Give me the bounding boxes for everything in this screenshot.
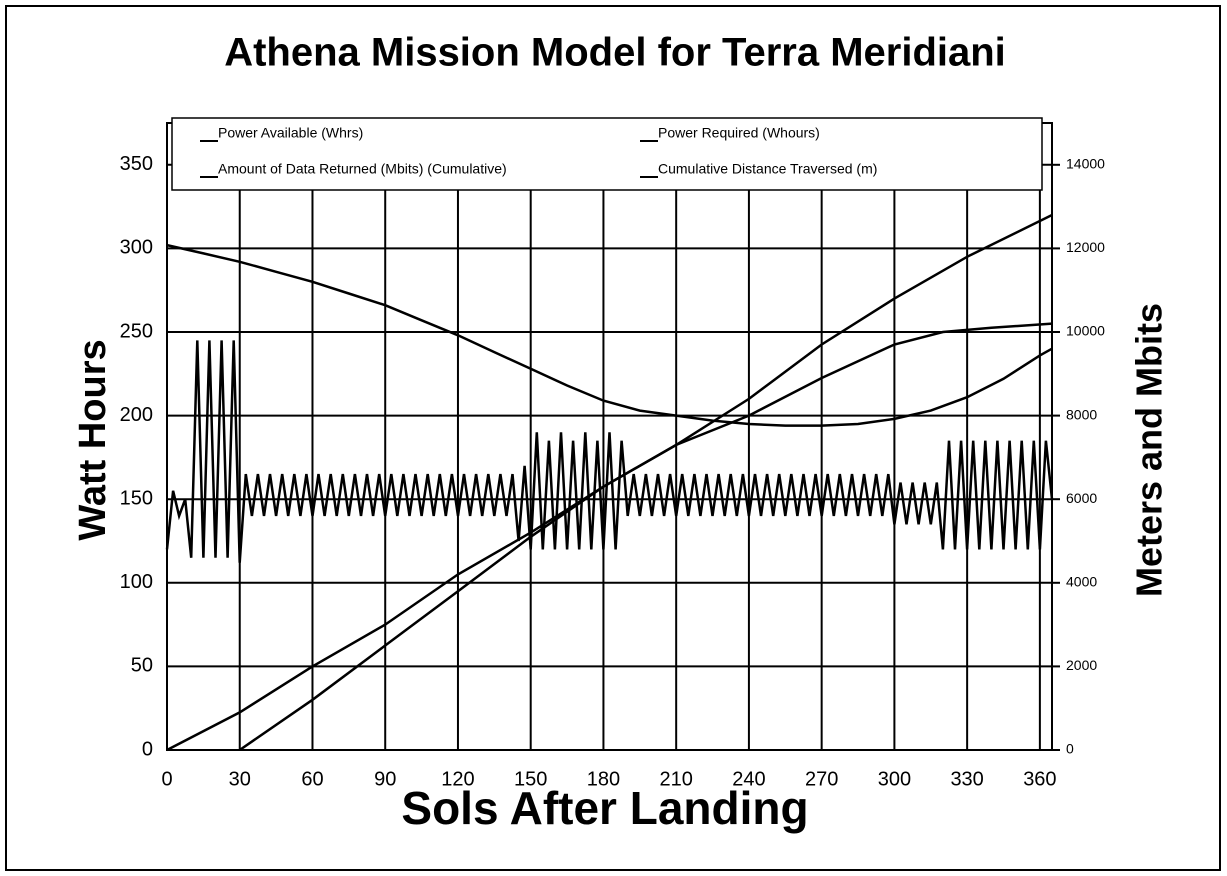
x-tick-label: 60 [301,768,323,790]
x-tick-label: 360 [1023,768,1056,790]
x-tick-label: 0 [161,768,172,790]
y2-tick-label: 8000 [1066,406,1097,422]
y2-tick-label: 2000 [1066,657,1097,673]
y2-tick-label: 12000 [1066,239,1105,255]
x-tick-label: 240 [732,768,765,790]
x-tick-label: 90 [374,768,396,790]
x-tick-label: 300 [878,768,911,790]
y2-tick-label: 0 [1066,741,1074,757]
x-tick-label: 30 [229,768,251,790]
legend-label: Cumulative Distance Traversed (m) [658,161,877,177]
legend-label: Power Available (Whrs) [218,125,363,141]
y-tick-label: 350 [120,153,153,175]
x-tick-label: 210 [659,768,692,790]
y-tick-label: 50 [131,655,153,677]
y-tick-label: 100 [120,571,153,593]
legend-label: Power Required (Whours) [658,125,820,141]
y-tick-label: 150 [120,487,153,509]
series-line [165,340,1054,563]
y-tick-label: 0 [142,738,153,760]
legend-label: Amount of Data Returned (Mbits) (Cumulat… [218,161,507,177]
y2-axis-label: Meters and Mbits [1129,303,1170,597]
y2-tick-label: 4000 [1066,574,1097,590]
x-tick-label: 150 [514,768,547,790]
y2-tick-label: 6000 [1066,490,1097,506]
x-tick-label: 180 [587,768,620,790]
x-tick-label: 330 [950,768,983,790]
series-line [238,322,1053,752]
x-tick-label: 120 [441,768,474,790]
x-tick-label: 270 [805,768,838,790]
y2-tick-label: 14000 [1066,156,1105,172]
chart-title: Athena Mission Model for Terra Meridiani [224,31,1006,75]
y-tick-label: 250 [120,320,153,342]
legend [171,117,1043,191]
y2-tick-label: 10000 [1066,323,1105,339]
x-axis-label: Sols After Landing [401,782,808,834]
y-tick-label: 300 [120,237,153,259]
y-tick-label: 200 [120,404,153,426]
y-axis-label: Watt Hours [72,339,114,540]
series-line [166,243,1053,427]
